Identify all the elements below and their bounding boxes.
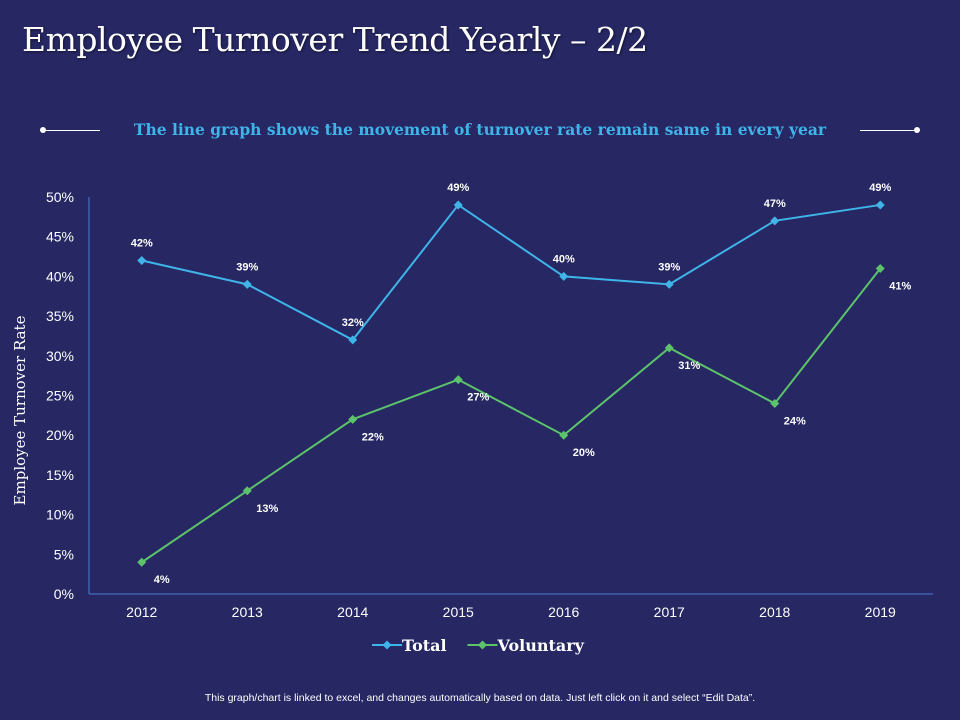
legend-swatch-marker-voluntary xyxy=(478,640,487,650)
data-label-voluntary: 41% xyxy=(889,280,911,292)
y-tick-label: 20% xyxy=(46,427,74,443)
data-point-total[interactable] xyxy=(453,200,463,210)
y-tick-label: 10% xyxy=(46,507,74,523)
data-point-voluntary[interactable] xyxy=(664,343,674,353)
x-tick-label: 2015 xyxy=(443,604,474,620)
data-label-total: 39% xyxy=(236,261,258,273)
data-label-voluntary: 27% xyxy=(467,392,489,404)
data-point-voluntary[interactable] xyxy=(453,375,463,385)
data-label-total: 32% xyxy=(342,317,364,329)
footer-note: This graph/chart is linked to excel, and… xyxy=(204,692,756,704)
page-title: Employee Turnover Trend Yearly – 2/2 xyxy=(22,20,648,59)
decorative-dot-left xyxy=(40,127,46,133)
data-point-total[interactable] xyxy=(875,200,885,210)
data-label-voluntary: 31% xyxy=(678,360,700,372)
decorative-line-left xyxy=(44,130,100,131)
data-label-voluntary: 13% xyxy=(256,503,278,515)
x-tick-label: 2019 xyxy=(865,604,896,620)
data-label-voluntary: 20% xyxy=(573,447,595,459)
y-tick-label: 0% xyxy=(54,586,74,602)
series-line-voluntary xyxy=(141,267,882,564)
x-tick-label: 2014 xyxy=(337,604,368,620)
data-point-voluntary[interactable] xyxy=(559,430,569,440)
data-point-total[interactable] xyxy=(242,279,252,289)
data-point-total[interactable] xyxy=(348,335,358,345)
legend-label-total: Total xyxy=(402,636,447,655)
y-tick-label: 50% xyxy=(46,189,74,205)
subtitle-row: The line graph shows the movement of tur… xyxy=(38,118,922,144)
data-point-total[interactable] xyxy=(770,216,780,226)
data-label-total: 47% xyxy=(764,198,786,210)
data-label-total: 42% xyxy=(131,238,153,250)
legend-swatch-marker-total xyxy=(382,640,392,650)
decorative-line-right xyxy=(860,130,916,131)
x-tick-label: 2018 xyxy=(759,604,790,620)
x-tick-label: 2013 xyxy=(232,604,263,620)
data-point-voluntary[interactable] xyxy=(242,486,252,496)
data-point-total[interactable] xyxy=(137,256,147,266)
data-point-voluntary[interactable] xyxy=(137,557,147,567)
y-tick-label: 5% xyxy=(54,546,74,562)
data-point-voluntary[interactable] xyxy=(875,263,885,273)
y-tick-label: 30% xyxy=(46,348,74,364)
data-label-voluntary: 4% xyxy=(154,574,170,586)
y-tick-label: 25% xyxy=(46,388,74,404)
chart-subtitle: The line graph shows the movement of tur… xyxy=(133,120,827,139)
legend-label-voluntary: Voluntary xyxy=(497,636,585,655)
data-label-total: 49% xyxy=(869,182,891,194)
y-axis-title: Employee Turnover Rate xyxy=(11,315,29,505)
x-tick-label: 2017 xyxy=(654,604,685,620)
data-point-voluntary[interactable] xyxy=(348,414,358,424)
x-tick-label: 2016 xyxy=(548,604,579,620)
data-label-voluntary: 24% xyxy=(784,415,806,427)
y-tick-label: 40% xyxy=(46,268,74,284)
data-label-total: 49% xyxy=(447,182,469,194)
data-label-voluntary: 22% xyxy=(362,431,384,443)
y-tick-label: 35% xyxy=(46,308,74,324)
decorative-dot-right xyxy=(914,127,920,133)
series-line-total xyxy=(141,203,881,342)
y-tick-label: 45% xyxy=(46,229,74,245)
y-tick-label: 15% xyxy=(46,467,74,483)
data-point-voluntary[interactable] xyxy=(770,398,780,408)
data-point-total[interactable] xyxy=(559,271,569,281)
data-point-total[interactable] xyxy=(664,279,674,289)
data-label-total: 39% xyxy=(658,261,680,273)
x-tick-label: 2012 xyxy=(126,604,157,620)
data-label-total: 40% xyxy=(553,253,575,265)
